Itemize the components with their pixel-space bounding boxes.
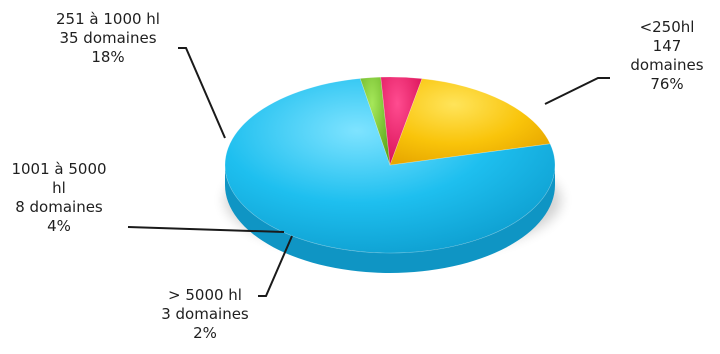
slice-label-2-line-2: 8 domaines [15,198,103,216]
slice-label-0-line-3: 76% [650,75,684,93]
slice-label-0-line-0: <250hl [639,18,695,36]
slice-label-2-line-0: 1001 à 5000 [11,160,107,178]
pie-slice-3 [389,78,551,166]
slice-label-0-line-2: domaines [630,56,704,74]
slice-label-3-line-1: 35 domaines [59,29,157,47]
leader-line-2 [127,226,285,233]
slice-label-2-line-3: 4% [47,217,71,235]
slice-label-1: > 5000 hl 3 domaines 2% [140,286,270,343]
leader-line-0 [544,77,610,105]
pie-slice-0 [224,78,556,254]
slice-label-3: 251 à 1000 hl 35 domaines 18% [38,10,178,67]
pie-slice-2 [380,76,423,166]
leader-line-3 [178,47,226,139]
slice-label-1-line-2: 2% [193,324,217,342]
slice-label-1-line-1: 3 domaines [161,305,249,323]
slice-label-2: 1001 à 5000 hl 8 domaines 4% [0,160,118,236]
slice-label-2-line-1: hl [52,179,66,197]
slice-label-3-line-2: 18% [91,48,125,66]
slice-label-0: <250hl 147 domaines 76% [612,18,720,94]
pie-side-0 [225,165,555,273]
pie-slice-1 [359,76,391,166]
slice-label-3-line-0: 251 à 1000 hl [56,10,160,28]
slice-label-1-line-0: > 5000 hl [168,286,242,304]
slice-label-0-line-1: 147 [652,37,682,55]
leader-line-1 [258,235,293,297]
